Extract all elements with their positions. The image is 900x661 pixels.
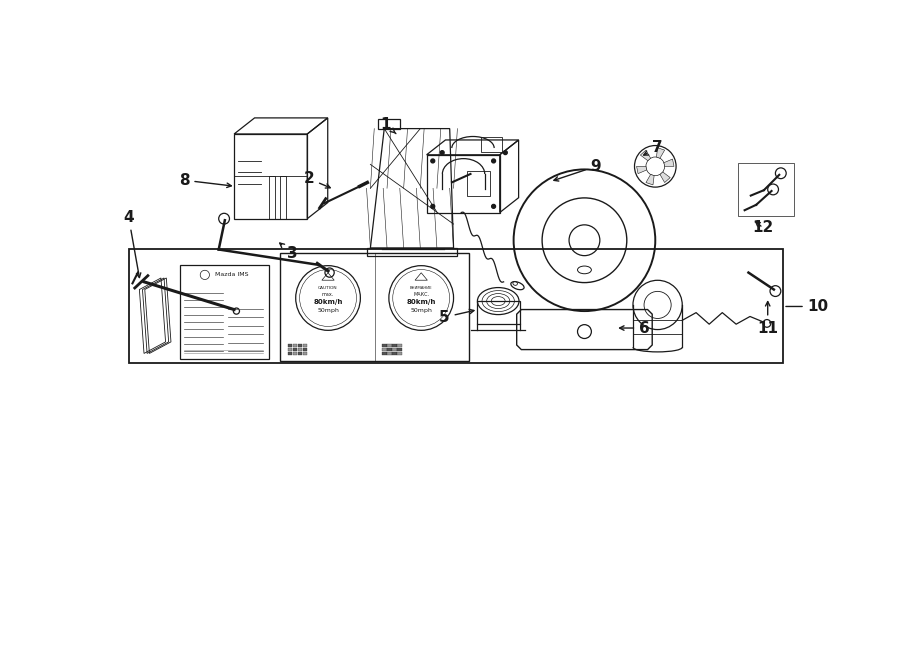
Text: 2: 2 xyxy=(303,171,330,188)
Bar xyxy=(280,176,286,219)
Polygon shape xyxy=(641,150,651,161)
Bar xyxy=(298,348,302,351)
Bar xyxy=(397,344,401,346)
Bar xyxy=(129,249,783,364)
Text: 11: 11 xyxy=(757,301,778,336)
Bar xyxy=(269,176,274,219)
Bar xyxy=(387,352,392,355)
Bar xyxy=(303,352,307,355)
Text: 80km/h: 80km/h xyxy=(313,299,343,305)
Bar xyxy=(392,352,397,355)
Bar xyxy=(392,348,397,351)
Bar xyxy=(387,344,392,346)
Text: ВНИМАНИЕ: ВНИМАНИЕ xyxy=(410,286,433,290)
Bar xyxy=(293,344,297,346)
Bar xyxy=(298,352,302,355)
Text: 8: 8 xyxy=(179,173,231,188)
Bar xyxy=(293,352,297,355)
Bar xyxy=(382,348,387,351)
Text: 7: 7 xyxy=(644,140,663,155)
Text: max.: max. xyxy=(322,292,334,297)
Text: CAUTION: CAUTION xyxy=(319,286,338,290)
Text: МАКС.: МАКС. xyxy=(413,292,429,297)
Text: 5: 5 xyxy=(439,309,474,325)
Polygon shape xyxy=(660,172,670,182)
Text: 80km/h: 80km/h xyxy=(407,299,436,305)
Bar xyxy=(387,348,392,351)
Text: 6: 6 xyxy=(619,321,650,336)
Polygon shape xyxy=(636,167,647,174)
Bar xyxy=(378,120,400,129)
Text: 1: 1 xyxy=(381,117,396,134)
Bar xyxy=(303,348,307,351)
Bar xyxy=(298,344,302,346)
Bar xyxy=(288,352,292,355)
Bar xyxy=(481,137,502,152)
Circle shape xyxy=(431,159,435,163)
Bar xyxy=(288,348,292,351)
Bar xyxy=(180,265,269,359)
Circle shape xyxy=(491,204,496,208)
Bar xyxy=(392,344,397,346)
Circle shape xyxy=(440,151,444,155)
Bar xyxy=(466,171,490,196)
Bar xyxy=(477,301,520,324)
Text: 4: 4 xyxy=(123,210,140,278)
Text: 50mph: 50mph xyxy=(410,308,432,313)
Text: 12: 12 xyxy=(752,220,774,235)
Text: 10: 10 xyxy=(786,299,829,314)
Polygon shape xyxy=(656,148,664,158)
Bar xyxy=(366,248,457,256)
Bar xyxy=(382,344,387,346)
Text: Mazda IMS: Mazda IMS xyxy=(215,272,248,277)
Text: 9: 9 xyxy=(554,159,601,181)
Bar xyxy=(288,344,292,346)
Polygon shape xyxy=(646,175,654,185)
Circle shape xyxy=(491,159,496,163)
Bar xyxy=(382,352,387,355)
Circle shape xyxy=(503,151,508,155)
Text: 3: 3 xyxy=(280,243,297,261)
Bar xyxy=(397,352,401,355)
Bar xyxy=(280,253,469,361)
Text: 50mph: 50mph xyxy=(317,308,339,313)
Bar xyxy=(293,348,297,351)
Bar xyxy=(303,344,307,346)
Bar xyxy=(397,348,401,351)
Bar xyxy=(738,163,794,215)
Circle shape xyxy=(431,204,435,208)
Polygon shape xyxy=(664,159,674,167)
